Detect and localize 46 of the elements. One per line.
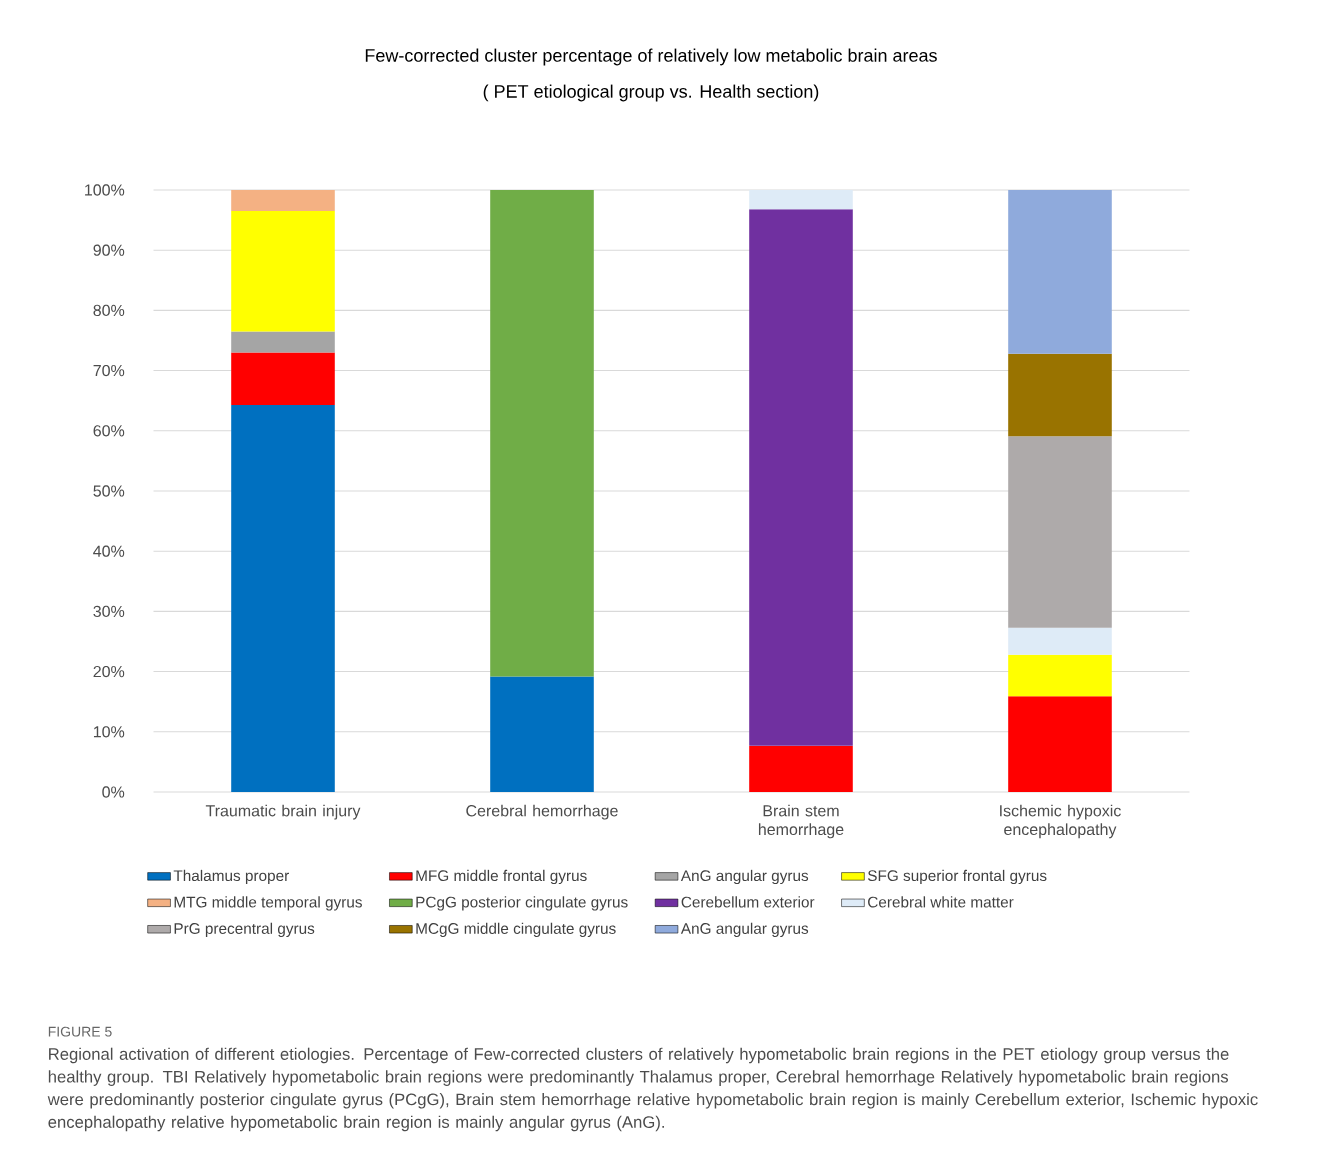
x-tick-label: Traumatic brain injury [205,804,361,820]
y-tick-label: 80% [93,304,125,317]
bar [231,211,335,332]
bar [1008,353,1112,437]
bar [231,331,335,353]
caption: FIGURE 5 [48,1026,112,1037]
y-tick-label: 10% [93,726,125,738]
legend-label: MTG middle temporal gyrus [174,896,362,911]
bar [231,189,335,212]
bar [1008,627,1112,655]
legend-label: AnG angular gyrus [680,922,809,937]
bar [749,189,853,210]
bar [490,189,594,677]
legend-label: MFG middle frontal gyrus [416,869,587,885]
y-tick-label: 90% [93,244,125,256]
bar [749,209,853,746]
bar [1008,189,1112,354]
legend-label: Cerebral white matter [868,896,1014,908]
legend-label: Cerebellum exterior [681,896,815,908]
legend-label: PrG precentral gyrus [174,922,315,937]
chart-title: Few-corrected cluster percentage of relatively low metabolic brain areas [365,48,937,66]
bar [1008,654,1112,697]
legend-label: AnG angular gyrus [680,869,809,885]
bar [749,745,853,792]
bar [490,676,594,792]
x-tick-label: Ischemic hypoxic encephalopathy [1000,804,1121,839]
text: Regional activation of different etiologies. Percentage of Few-corrected clusters of relatively hypometabolic brain regions in the PET etiology group versus the healthy group. TBI Relatively hypometabolic brain regions were predominantly Thalamus proper, Cerebral hemorrhage Relatively hypometabolic brain regions were predominantly posterior cingulate gyrus (PCgG), Brain stem hemorrhage relative hypometabolic brain region is mainly Cerebellum exterior, Ischemic hypoxic encephalopathy relative hypometabolic brain region is mainly angular gyrus (AnG). [47,1047,1258,1132]
bar [1008,696,1112,792]
y-tick-label: 50% [93,485,125,497]
y-tick-label: 70% [93,364,125,377]
bar [231,352,335,405]
y-tick-label: 0% [102,786,125,798]
y-tick-label: 40% [93,545,125,557]
y-tick-label: 60% [93,425,125,437]
x-tick-label: Brain stem hemorrhage [758,804,844,839]
legend-label: MCgG middle cingulate gyrus [416,922,616,937]
legend-label: PCgG posterior cingulate gyrus [416,896,628,911]
legend-label: Thalamus proper [173,869,289,885]
bar [1008,436,1112,628]
x-tick-label: Cerebral hemorrhage [466,804,618,820]
bar [231,404,335,792]
y-tick-label: 100% [85,184,125,196]
y-tick-label: 30% [93,605,125,618]
y-tick-label: 20% [93,665,125,678]
legend-label: SFG superior frontal gyrus [867,869,1047,885]
chart-subtitle: ( PET etiological group vs. Health section) [483,84,819,102]
